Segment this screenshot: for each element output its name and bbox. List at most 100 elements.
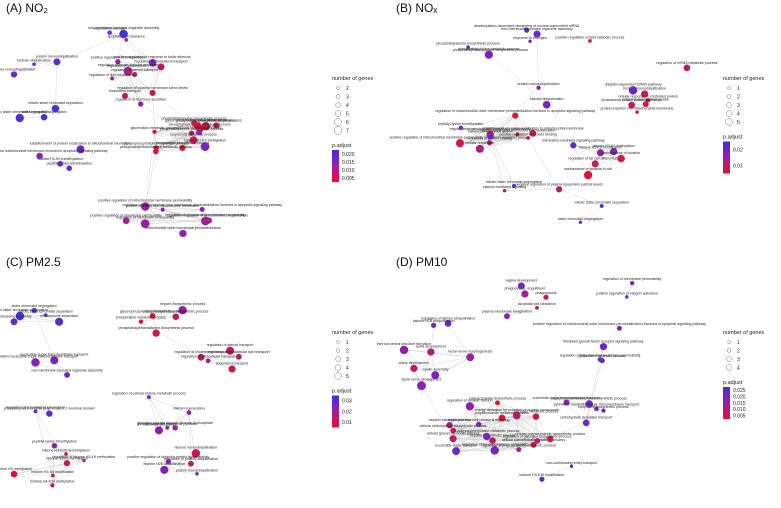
term-node[interactable]: aorta development: [416, 345, 446, 356]
term-node[interactable]: protein monoubiquitination: [176, 468, 218, 476]
term-node[interactable]: regulation of intracellular lipid transp…: [208, 350, 270, 360]
term-node[interactable]: regulation of steroid transport: [207, 343, 254, 355]
term-node[interactable]: histone H3-K9 methylation: [46, 456, 88, 467]
term-node[interactable]: polysaccharide metabolic process: [475, 411, 529, 422]
term-node[interactable]: phospholipid metabolic process: [116, 316, 166, 324]
term-node[interactable]: cellular response to misfolded protein: [618, 95, 678, 103]
term-node[interactable]: carbohydrate derivative transport: [560, 416, 613, 427]
term-node[interactable]: proteasome assembly: [0, 315, 32, 326]
term-node[interactable]: deadenylation-dependent decapping of nuc…: [474, 24, 580, 33]
term-node[interactable]: peptidyl-lysine trimethylation: [47, 162, 92, 172]
term-node[interactable]: protein monoubiquitination: [36, 55, 78, 66]
term-node[interactable]: histone ubiquitination: [530, 97, 564, 109]
term-node[interactable]: artery development: [399, 361, 430, 373]
term-node[interactable]: regulation of cellular ketone metabolic …: [112, 391, 186, 400]
term-node[interactable]: histone ubiquitination: [17, 59, 51, 67]
term-node[interactable]: myelin assembly: [422, 367, 449, 380]
term-node[interactable]: heparin biosynthetic process: [470, 434, 516, 444]
term-node[interactable]: regulation of polysaccharide metabolic p…: [481, 443, 556, 453]
term-node[interactable]: fibroblast growth factor receptor signal…: [563, 339, 644, 351]
term-node[interactable]: regulation of cholesterol transport: [174, 350, 228, 361]
term-node[interactable]: lipoprotein biosynthetic process: [578, 405, 629, 413]
term-node[interactable]: histone H3-K9 trimethylation: [38, 157, 83, 167]
term-node[interactable]: regulation of mRNA metabolic process: [656, 61, 718, 72]
term-node[interactable]: glycolytic process through glucose-6-pho…: [137, 421, 213, 431]
term-node[interactable]: regulation of histone H3-K9 methylation: [52, 455, 115, 463]
term-node[interactable]: S-adenosylmethionine metabolic process: [454, 429, 520, 441]
term-node[interactable]: glycogen metabolic process: [514, 410, 559, 420]
term-node[interactable]: chemokine-mediated signaling pathway: [542, 138, 605, 149]
term-node[interactable]: cellular carbohydrate biosynthetic proce…: [420, 424, 487, 434]
term-node[interactable]: histone H3-K9 modification: [178, 125, 221, 136]
term-node[interactable]: positive regulation of membrane permeabi…: [90, 214, 162, 225]
term-node[interactable]: response to misfolded protein: [622, 97, 669, 108]
term-node[interactable]: phosphorylation of RNA polymerase II C-t…: [4, 407, 95, 417]
term-node[interactable]: non-membrane-bounded organelle assembly: [501, 27, 573, 38]
term-node[interactable]: non-coordinating entity transport: [546, 461, 598, 468]
term-node[interactable]: mitotic sister chromatid segregation: [0, 110, 48, 123]
term-node[interactable]: mitotic sister chromatid separation: [19, 310, 74, 317]
term-node[interactable]: glucose catabolic process to pyruvate: [137, 422, 197, 430]
term-node[interactable]: nucleotide-sugar transmembrane transport: [20, 353, 88, 365]
term-node[interactable]: response to estrogen: [513, 36, 547, 44]
term-node[interactable]: positive regulation of mitochondrion org…: [170, 214, 248, 224]
term-node[interactable]: phospholipid metabolic process: [191, 119, 242, 129]
term-node[interactable]: regulation of protein kinase B signaling: [448, 418, 510, 428]
term-node[interactable]: peptidyl-lysine trimethylation: [438, 122, 483, 130]
term-node[interactable]: maintenance of location in cell: [564, 167, 612, 180]
term-node[interactable]: establishment of protein localization to…: [482, 126, 584, 137]
term-node[interactable]: regulation of nuclear division: [447, 399, 493, 411]
term-node[interactable]: cellular carbohydrate metabolic process: [502, 438, 566, 448]
term-node[interactable]: phosphatidylserine biosynthetic process: [436, 42, 500, 49]
term-node[interactable]: mitotic sister chromatid separation: [574, 200, 629, 208]
term-node[interactable]: nucleotide-sugar transmembrane transport: [533, 396, 601, 406]
term-node[interactable]: histone monoubiquitination: [0, 68, 35, 78]
term-node[interactable]: regulation of membrane permeability: [116, 216, 175, 229]
term-node[interactable]: histone H3 methylation: [0, 467, 32, 478]
term-node[interactable]: glycerolipid metabolic process: [131, 126, 179, 134]
term-node[interactable]: facial nerve development: [401, 377, 441, 391]
term-node[interactable]: negative regulation of plasma lipoprotei…: [515, 182, 603, 193]
term-node[interactable]: histone monoubiquitination: [623, 87, 666, 98]
term-node[interactable]: histone monoubiquitination: [174, 445, 217, 458]
term-node[interactable]: cellular polysaccharide biosynthetic pro…: [515, 432, 585, 443]
term-node[interactable]: isoprenoid metabolic process: [170, 133, 217, 145]
term-node[interactable]: regulation of protein ubiquitination: [164, 457, 218, 467]
term-node[interactable]: histone H3-K36 modification: [519, 473, 564, 482]
term-node[interactable]: energy derivation by oxidation of organi…: [475, 408, 559, 420]
term-node[interactable]: maintenance of location: [602, 151, 640, 163]
term-node[interactable]: regulation of mitochondrial outer membra…: [122, 203, 282, 212]
term-node[interactable]: positive regulation of protein binding: [499, 132, 557, 140]
term-node[interactable]: regulation of endocytosis: [107, 64, 147, 74]
term-node[interactable]: regulation of gene expression, epigeneti…: [462, 442, 528, 455]
term-node[interactable]: regulation of histone ubiquitination: [421, 316, 476, 327]
term-node[interactable]: histone H3-K9 methylation: [184, 139, 226, 152]
term-node[interactable]: histone H3-K9 modification: [31, 470, 74, 478]
term-node[interactable]: positive regulation of lipid catabolic p…: [555, 35, 625, 43]
term-node[interactable]: nucleotide-sugar transport: [435, 443, 477, 456]
term-node[interactable]: positive regulation of mitochondrial out…: [533, 322, 706, 331]
term-node[interactable]: regulation of mitochondrial outer membra…: [435, 109, 595, 119]
term-node[interactable]: mitotic sister chromatid separation: [28, 101, 83, 113]
term-node[interactable]: canonical glycolysis: [143, 423, 175, 435]
term-node[interactable]: mitochondrial outer membrane permeabiliz…: [480, 129, 556, 137]
term-node[interactable]: sister chromatid segregation: [12, 304, 57, 314]
term-node[interactable]: histone H3-K9 methylation: [593, 144, 635, 156]
term-node[interactable]: regulation of steroid transport: [111, 68, 158, 78]
term-node[interactable]: regulation of glycogen biosynthetic proc…: [503, 434, 572, 444]
term-node[interactable]: internal ventral structure formation: [377, 342, 432, 355]
term-node[interactable]: facial nerve morphogenesis: [448, 350, 492, 362]
term-node[interactable]: phosphatidylcholine metabolic process: [458, 47, 520, 59]
term-node[interactable]: mitotic sister chromatid segregation: [486, 180, 543, 188]
term-node[interactable]: regulation of cholesterol transport: [134, 60, 188, 71]
term-node[interactable]: regulation of fat cell differentiation: [568, 157, 622, 168]
term-node[interactable]: regulation of intracellular transport: [181, 355, 235, 364]
term-node[interactable]: ubiquitin-dependent ERAD pathway: [605, 82, 662, 95]
term-node[interactable]: histone H3-K9 modification: [579, 145, 622, 157]
term-node[interactable]: histone H3-K36 demethylation: [42, 448, 90, 456]
term-node[interactable]: histone H3-K9 trimethylation: [468, 129, 513, 140]
term-node[interactable]: phagocytosis: [536, 291, 557, 300]
term-node[interactable]: positive regulation of integrin activati…: [596, 292, 658, 299]
term-node[interactable]: phosphatidylethanolamine biosynthetic pr…: [552, 396, 628, 408]
term-node[interactable]: phagocytosis, engulfment: [505, 287, 546, 298]
